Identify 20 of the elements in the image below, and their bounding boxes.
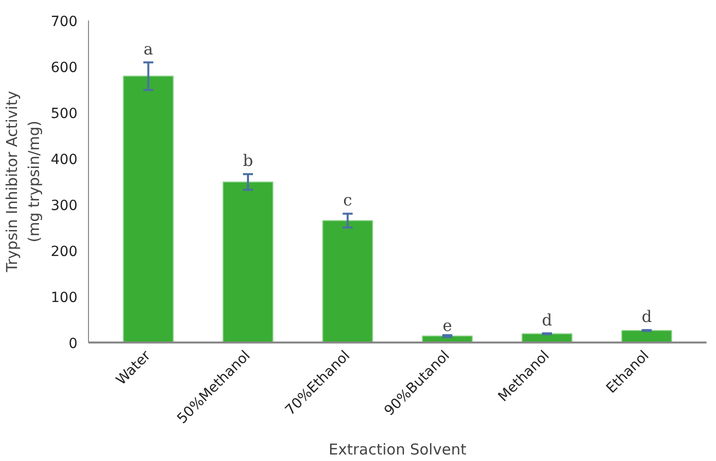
annotation: c	[343, 190, 352, 210]
annotation: a	[144, 39, 154, 58]
bar	[122, 76, 174, 342]
bar	[222, 181, 274, 342]
y-tick-label: 700	[50, 14, 78, 30]
x-axis-title: Extraction Solvent	[328, 440, 466, 459]
bar	[322, 220, 374, 342]
y-tick-label: 0	[68, 336, 78, 352]
y-axis-title: Trypsin Inhibitor Activity (mg trypsin/mg)	[3, 90, 43, 274]
annotation: d	[542, 310, 552, 330]
annotation: e	[442, 316, 452, 336]
y-tick-label: 100	[50, 290, 78, 306]
y-tick-label: 200	[50, 244, 78, 260]
annotation: b	[242, 151, 254, 170]
bar	[621, 330, 672, 342]
y-tick-label: 300	[50, 198, 78, 214]
y-tick-label: 400	[50, 152, 78, 168]
y-tick-label: 600	[50, 60, 78, 76]
annotation: d	[642, 307, 652, 326]
y-tick-label: 500	[50, 106, 78, 122]
